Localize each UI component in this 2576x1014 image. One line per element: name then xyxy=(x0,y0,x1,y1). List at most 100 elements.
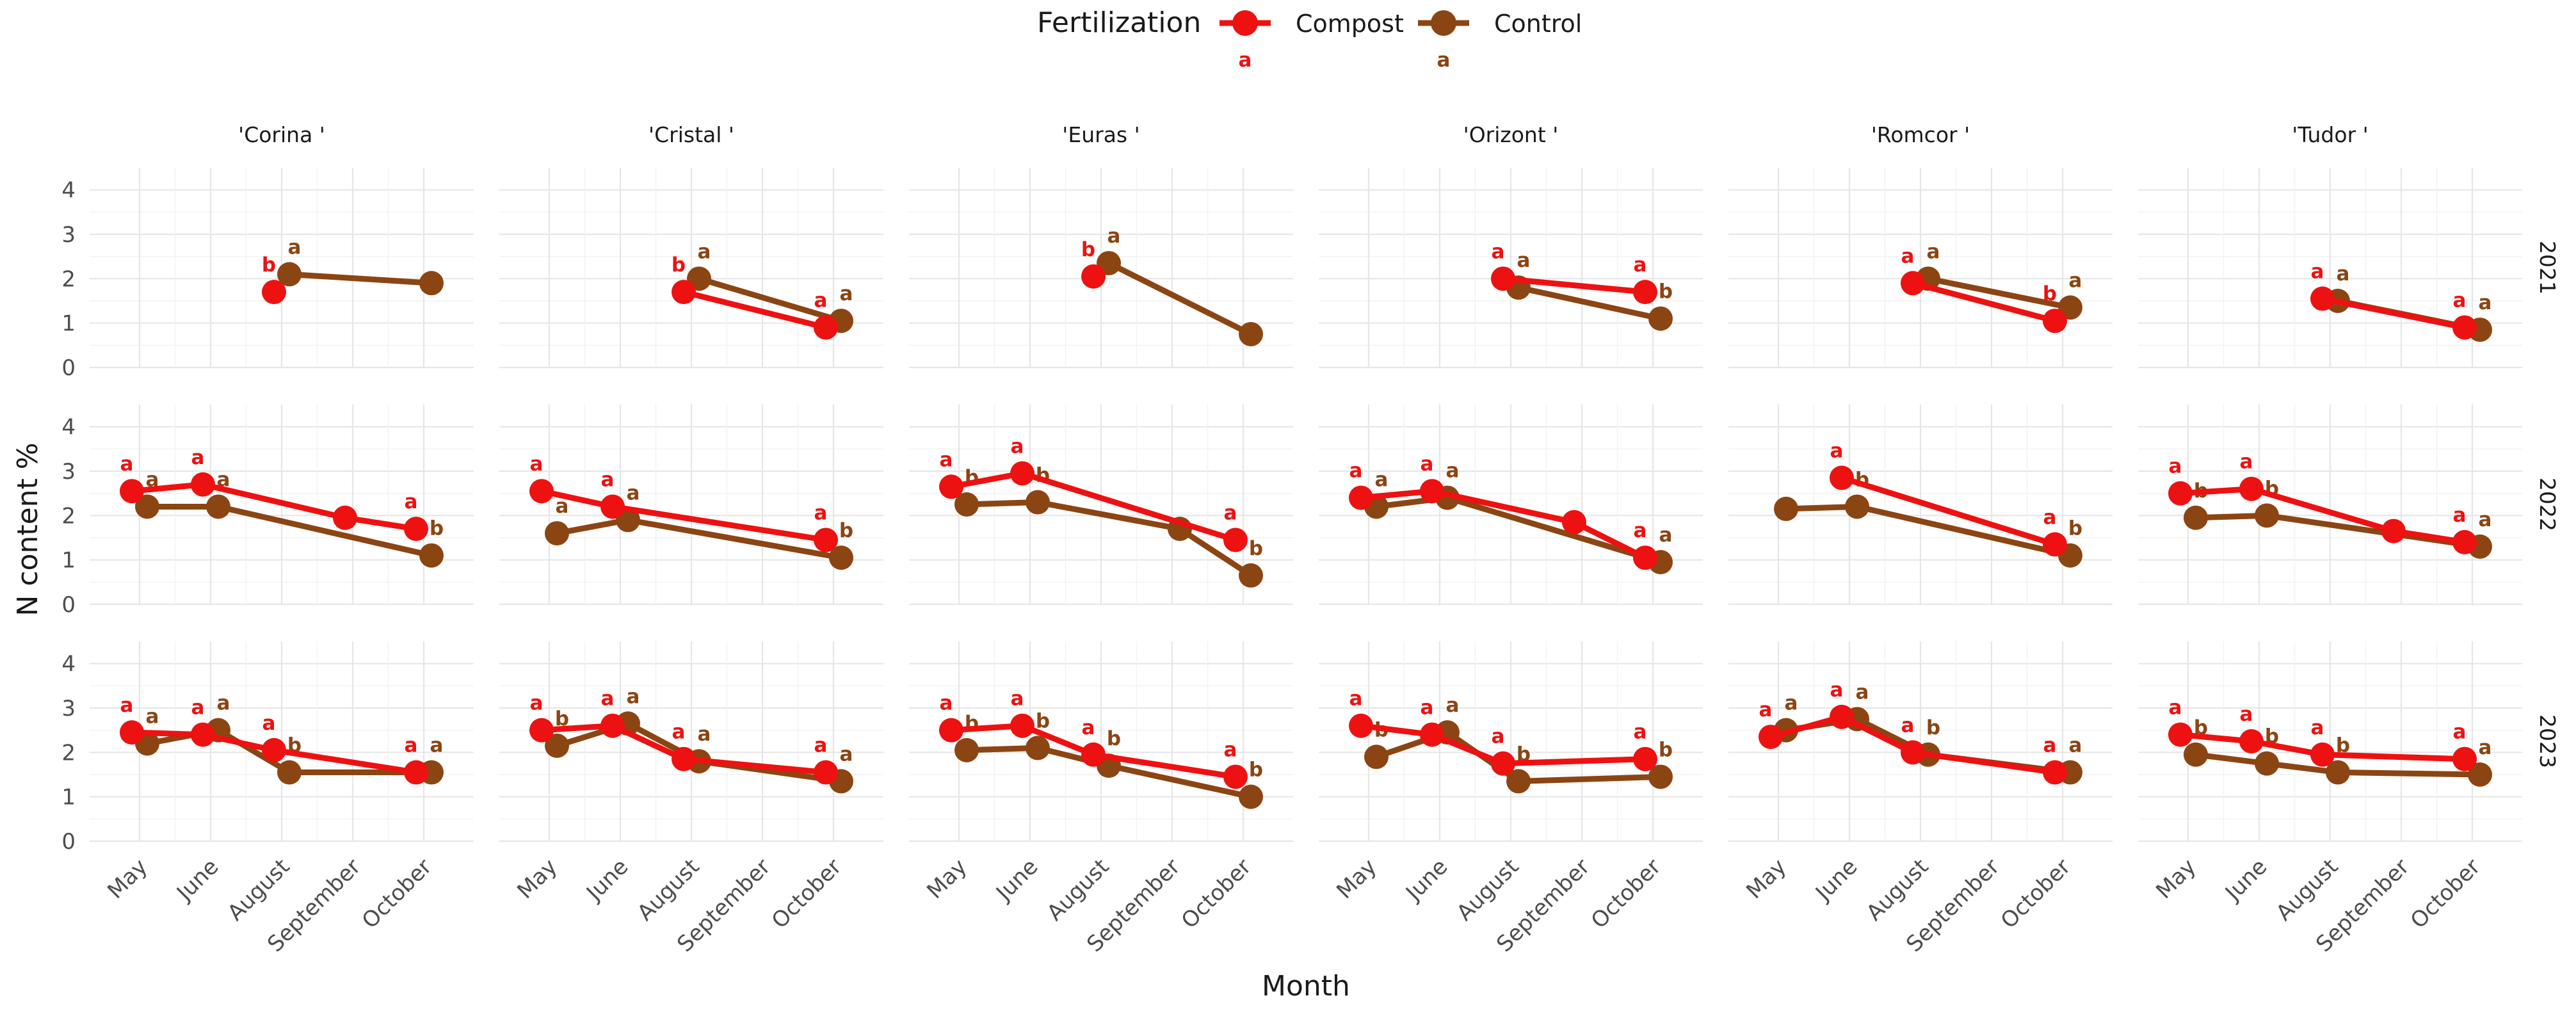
control-significance-letter: a xyxy=(1446,694,1460,717)
control-significance-letter: a xyxy=(1785,692,1798,715)
compost-significance-letter: a xyxy=(1082,716,1095,739)
compost-significance-letter: a xyxy=(1830,439,1844,462)
control-significance-letter: a xyxy=(698,240,711,263)
y-tick-label: 1 xyxy=(61,548,76,574)
compost-significance-letter: a xyxy=(2169,696,2182,720)
legend-compost-letter: a xyxy=(1239,49,1252,72)
cultivar-strip-label: 'Corina ' xyxy=(238,122,325,147)
compost-significance-letter: a xyxy=(191,696,205,720)
compost-significance-letter: a xyxy=(120,453,134,476)
control-significance-letter: a xyxy=(146,705,159,728)
control-series-line xyxy=(966,744,1252,800)
compost-data-point xyxy=(939,718,963,743)
compost-significance-letter: a xyxy=(1224,738,1237,761)
compost-data-point xyxy=(1830,465,1854,490)
compost-data-point xyxy=(1901,271,1925,296)
compost-data-point xyxy=(2168,481,2193,506)
y-tick-label: 2 xyxy=(61,503,76,529)
control-series-line xyxy=(966,499,1253,578)
compost-data-point xyxy=(2168,722,2193,747)
compost-data-point xyxy=(1010,461,1034,486)
compost-significance-letter: a xyxy=(1421,696,1434,720)
compost-significance-letter: a xyxy=(1901,245,1915,268)
legend: Fertilization Compost a Control a xyxy=(1037,6,1582,72)
compost-data-point xyxy=(1901,740,1925,765)
compost-significance-letter: a xyxy=(1492,240,1505,263)
compost-data-point xyxy=(814,315,838,340)
compost-data-point xyxy=(1349,713,1373,738)
control-significance-letter: b xyxy=(1659,738,1673,761)
control-data-point xyxy=(954,737,979,762)
compost-series-line xyxy=(541,723,826,776)
compost-data-point xyxy=(1759,725,1783,750)
y-tick-label: 4 xyxy=(61,415,76,440)
control-significance-letter: a xyxy=(288,236,302,259)
control-significance-letter: a xyxy=(2337,262,2350,286)
facet-panel xyxy=(1728,641,2113,842)
control-data-point xyxy=(1239,322,1263,346)
control-data-point xyxy=(2468,762,2492,787)
control-significance-letter: b xyxy=(1036,709,1050,732)
control-data-point xyxy=(1648,764,1673,789)
facet-grid: 'Corina ' 'Cristal ' 'Euras ' 'Orizont ' 'Ro… xyxy=(61,122,2560,957)
compost-significance-letter: a xyxy=(1011,688,1024,711)
control-data-point xyxy=(545,733,569,758)
y-axis-title: N content % xyxy=(12,442,44,616)
compost-data-point xyxy=(2452,746,2477,771)
compost-data-point xyxy=(1830,704,1854,729)
compost-series-line xyxy=(1360,723,1646,767)
control-significance-letter: a xyxy=(840,743,853,766)
compost-data-point xyxy=(404,517,428,542)
control-data-point xyxy=(1026,736,1050,760)
compost-data-point xyxy=(600,713,625,738)
control-data-point xyxy=(419,271,444,296)
cultivar-strip-label: 'Orizont ' xyxy=(1463,122,1559,147)
compost-significance-letter: a xyxy=(2453,504,2467,527)
compost-significance-letter: a xyxy=(814,501,828,524)
control-series-line xyxy=(2195,752,2481,778)
compost-significance-letter: b xyxy=(1081,238,1095,261)
control-data-point xyxy=(545,521,569,546)
year-strip-label: 2022 xyxy=(2535,478,2560,531)
control-significance-letter: a xyxy=(627,481,640,504)
control-data-point xyxy=(829,545,853,570)
compost-data-point xyxy=(2043,760,2067,785)
legend-compost-marker xyxy=(1232,10,1258,36)
legend-entry-compost: Compost a xyxy=(1220,10,1404,72)
compost-data-point xyxy=(939,474,963,499)
compost-significance-letter: a xyxy=(2453,289,2467,312)
control-data-point xyxy=(1239,563,1263,588)
control-significance-letter: a xyxy=(2069,269,2082,292)
control-series-line xyxy=(289,271,432,286)
compost-data-point xyxy=(1010,713,1034,738)
control-data-point xyxy=(419,543,444,568)
legend-entry-control: Control a xyxy=(1418,10,1582,72)
control-series-line xyxy=(1518,284,1661,322)
compost-data-point xyxy=(2381,519,2406,543)
compost-series-line xyxy=(1769,714,2056,775)
compost-data-point xyxy=(2452,315,2477,340)
compost-significance-letter: a xyxy=(1011,435,1024,458)
compost-significance-letter: a xyxy=(1224,501,1237,524)
compost-significance-letter: a xyxy=(1349,460,1363,483)
legend-control-letter: a xyxy=(1437,49,1451,72)
control-significance-letter: a xyxy=(2479,291,2492,314)
control-significance-letter: b xyxy=(1926,716,1940,739)
compost-data-point xyxy=(262,737,286,762)
compost-significance-letter: b xyxy=(672,254,686,277)
y-tick-label: 1 xyxy=(61,785,76,810)
y-tick-label: 3 xyxy=(61,696,76,721)
control-data-point xyxy=(2184,505,2208,530)
compost-series-line xyxy=(1502,275,1646,295)
compost-data-point xyxy=(529,479,554,504)
control-data-point xyxy=(1774,496,1798,521)
compost-series-line xyxy=(2180,486,2465,545)
compost-significance-letter: a xyxy=(1901,714,1915,737)
compost-significance-letter: a xyxy=(940,692,953,715)
compost-data-point xyxy=(1491,266,1515,291)
compost-data-point xyxy=(672,746,696,771)
compost-significance-letter: a xyxy=(1492,725,1505,748)
compost-data-point xyxy=(814,760,838,785)
compost-data-point xyxy=(672,280,696,305)
